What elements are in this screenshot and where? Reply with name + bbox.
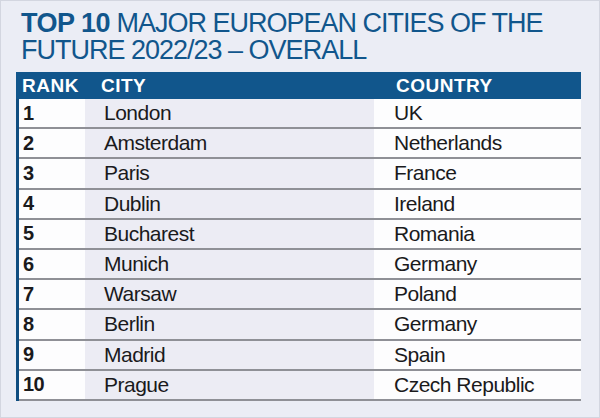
country-cell: Romania: [374, 220, 581, 248]
table-row: 5 Bucharest Romania: [19, 220, 581, 250]
page-title: TOP 10 MAJOR EUROPEAN CITIES OF THE FUTU…: [21, 10, 581, 64]
column-header-city: CITY: [101, 75, 146, 97]
country-cell: Czech Republic: [374, 371, 581, 399]
rank-cell: 1: [19, 99, 85, 127]
rank-cell: 7: [19, 280, 85, 308]
city-cell: Amsterdam: [85, 129, 374, 157]
table-body: 1 London UK 2 Amsterdam Netherlands 3 Pa…: [16, 99, 581, 401]
city-cell: Munich: [85, 250, 374, 278]
city-cell: London: [85, 99, 374, 127]
infographic-top10-cities: TOP 10 MAJOR EUROPEAN CITIES OF THE FUTU…: [0, 0, 600, 418]
city-cell: Berlin: [85, 310, 374, 338]
rank-cell: 5: [19, 220, 85, 248]
country-cell: Poland: [374, 280, 581, 308]
table-row: 2 Amsterdam Netherlands: [19, 129, 581, 159]
title-line2: FUTURE 2022/23 – OVERALL: [21, 35, 366, 65]
table-row: 3 Paris France: [19, 159, 581, 189]
table-row: 10 Prague Czech Republic: [19, 371, 581, 401]
table-row: 6 Munich Germany: [19, 250, 581, 280]
country-cell: France: [374, 159, 581, 187]
table-row: 4 Dublin Ireland: [19, 190, 581, 220]
rank-cell: 10: [19, 371, 85, 399]
city-cell: Bucharest: [85, 220, 374, 248]
table-row: 9 Madrid Spain: [19, 341, 581, 371]
country-cell: Ireland: [374, 190, 581, 218]
table-row: 7 Warsaw Poland: [19, 280, 581, 310]
country-cell: Spain: [374, 341, 581, 369]
city-cell: Prague: [85, 371, 374, 399]
rank-cell: 6: [19, 250, 85, 278]
city-cell: Paris: [85, 159, 374, 187]
table-row: 8 Berlin Germany: [19, 310, 581, 340]
country-cell: UK: [374, 99, 581, 127]
city-cell: Warsaw: [85, 280, 374, 308]
column-header-rank: RANK: [22, 75, 79, 97]
title-prefix: TOP 10: [21, 8, 110, 38]
column-header-country: COUNTRY: [396, 75, 493, 97]
rank-cell: 3: [19, 159, 85, 187]
rank-cell: 9: [19, 341, 85, 369]
country-cell: Germany: [374, 310, 581, 338]
city-cell: Dublin: [85, 190, 374, 218]
title-line1: MAJOR EUROPEAN CITIES OF THE: [110, 8, 543, 38]
rank-cell: 8: [19, 310, 85, 338]
country-cell: Netherlands: [374, 129, 581, 157]
table-header-row: RANK CITY COUNTRY: [16, 72, 581, 99]
country-cell: Germany: [374, 250, 581, 278]
city-cell: Madrid: [85, 341, 374, 369]
rank-cell: 2: [19, 129, 85, 157]
rank-cell: 4: [19, 190, 85, 218]
table-row: 1 London UK: [19, 99, 581, 129]
